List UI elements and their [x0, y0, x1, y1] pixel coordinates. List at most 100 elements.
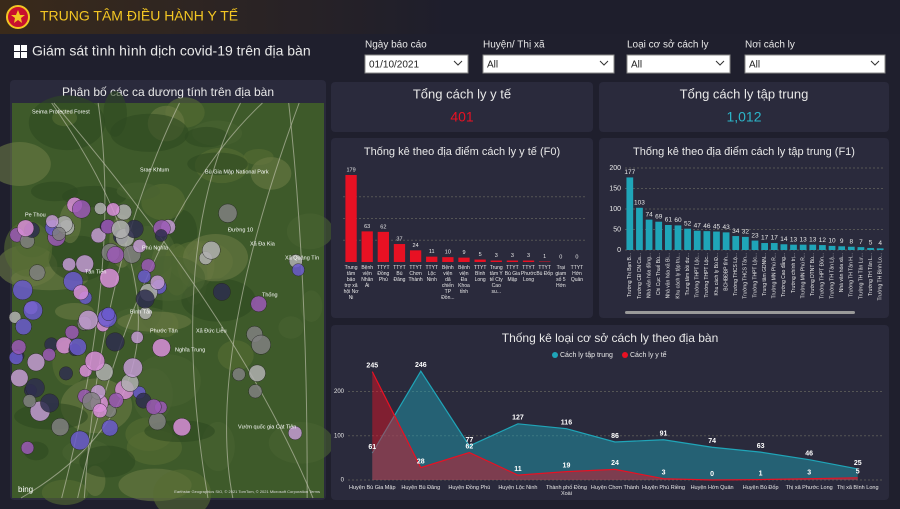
case-marker[interactable]: [45, 214, 59, 229]
case-marker[interactable]: [232, 367, 246, 382]
case-marker[interactable]: [64, 325, 80, 340]
case-marker[interactable]: [40, 393, 60, 413]
case-marker[interactable]: [51, 417, 70, 436]
case-marker[interactable]: [152, 338, 171, 358]
road: [53, 102, 314, 499]
case-marker[interactable]: [172, 417, 192, 437]
bar: [876, 248, 884, 250]
kpi-label: Tổng cách ly y tế: [413, 86, 512, 101]
case-marker[interactable]: [101, 419, 119, 437]
case-marker[interactable]: [101, 307, 116, 321]
case-marker[interactable]: [23, 300, 43, 321]
case-marker[interactable]: [12, 279, 33, 301]
x-tick-label: Nhà văn hóa xã Bì...: [666, 253, 672, 298]
case-marker[interactable]: [218, 203, 238, 223]
case-marker[interactable]: [70, 430, 90, 451]
case-marker[interactable]: [92, 403, 108, 419]
data-label: 3: [495, 253, 498, 259]
case-marker[interactable]: [135, 289, 155, 309]
case-marker[interactable]: [111, 219, 131, 239]
terrain: [286, 213, 334, 250]
x-tick-label: Trường Thị Bạn B...: [627, 253, 633, 297]
case-marker[interactable]: [20, 441, 35, 455]
kpi-card: [331, 82, 593, 132]
case-marker[interactable]: [78, 310, 99, 331]
filter-dropdown[interactable]: [364, 54, 469, 74]
case-marker[interactable]: [84, 350, 106, 372]
case-marker[interactable]: [291, 263, 305, 277]
case-marker[interactable]: [132, 239, 147, 254]
terrain: [0, 142, 51, 186]
case-marker[interactable]: [22, 394, 37, 408]
data-label: 74: [708, 438, 716, 445]
case-marker[interactable]: [51, 226, 66, 241]
filter-dropdown[interactable]: [626, 54, 731, 74]
case-marker[interactable]: [62, 257, 76, 272]
data-label: 10: [445, 250, 451, 256]
x-tick-label: Trường MN Phú R...: [800, 253, 806, 298]
case-marker[interactable]: [106, 246, 125, 264]
case-marker[interactable]: [73, 284, 89, 301]
case-marker[interactable]: [145, 398, 162, 415]
y-tick-label: 100: [334, 433, 345, 439]
filter-label: Loại cơ sở cách ly: [627, 39, 708, 51]
line: [371, 371, 858, 481]
case-marker[interactable]: [287, 425, 303, 441]
x-tick-label: Huyện Bù Đăng: [401, 485, 440, 491]
case-marker[interactable]: [106, 202, 121, 217]
case-marker[interactable]: [130, 330, 144, 344]
kpi-label: Tổng cách ly tập trung: [680, 86, 809, 101]
map-place: Bù Gia Mập National Park: [205, 169, 269, 175]
case-marker[interactable]: [212, 283, 231, 301]
data-label: 45: [713, 223, 721, 230]
case-marker[interactable]: [10, 368, 29, 387]
case-marker[interactable]: [59, 366, 73, 381]
case-marker[interactable]: [72, 199, 91, 219]
case-marker[interactable]: [248, 384, 263, 399]
y-tick-label: 200: [334, 389, 345, 395]
bar: [426, 256, 438, 262]
case-marker[interactable]: [202, 240, 221, 260]
y-tick-label: 150: [609, 185, 621, 192]
case-marker[interactable]: [248, 364, 266, 382]
case-marker[interactable]: [149, 274, 166, 290]
data-label: 46: [805, 450, 813, 457]
case-marker[interactable]: [108, 392, 124, 408]
case-marker[interactable]: [154, 229, 168, 242]
x-tick-label: Trường THCS Tân...: [743, 253, 749, 299]
scrollbar[interactable]: [625, 311, 855, 314]
case-marker[interactable]: [148, 412, 167, 431]
case-marker[interactable]: [16, 219, 35, 237]
bar: [474, 259, 486, 262]
filter-value: All: [487, 60, 498, 71]
case-marker[interactable]: [250, 295, 267, 313]
legend-label: Cách ly y tế: [630, 350, 667, 359]
dropdown-chevron: [715, 60, 725, 66]
data-label: 5: [856, 469, 860, 476]
case-marker[interactable]: [137, 269, 152, 284]
terrain: [153, 469, 212, 509]
data-label: 177: [624, 169, 635, 176]
case-marker[interactable]: [94, 202, 107, 215]
case-marker[interactable]: [122, 357, 143, 378]
case-marker[interactable]: [29, 264, 46, 281]
bar: [442, 257, 454, 262]
case-marker[interactable]: [26, 353, 46, 372]
case-marker[interactable]: [11, 339, 27, 355]
case-marker[interactable]: [251, 334, 271, 355]
data-label: 3: [511, 253, 514, 259]
area: [372, 371, 858, 480]
case-marker[interactable]: [69, 338, 87, 356]
x-tick-label: Huyện Chơn Thành: [591, 485, 639, 491]
case-marker[interactable]: [15, 318, 32, 336]
bar: [409, 250, 422, 262]
filter-dropdown[interactable]: [744, 54, 886, 74]
filter-dropdown[interactable]: [482, 54, 615, 74]
x-tick-label: Trường MN Phú R...: [772, 253, 778, 298]
data-label: 3: [662, 470, 666, 477]
case-marker[interactable]: [105, 332, 125, 352]
case-marker[interactable]: [42, 347, 56, 362]
road: [77, 102, 263, 499]
case-marker[interactable]: [99, 268, 120, 289]
terrain: [268, 422, 334, 464]
